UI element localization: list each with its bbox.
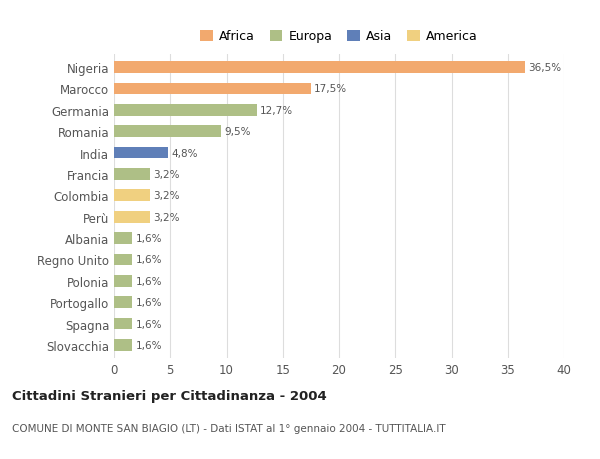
- Text: 12,7%: 12,7%: [260, 106, 293, 116]
- Bar: [114, 339, 132, 351]
- Text: 36,5%: 36,5%: [528, 63, 561, 73]
- Text: 3,2%: 3,2%: [154, 212, 180, 222]
- Text: 1,6%: 1,6%: [136, 340, 162, 350]
- Text: COMUNE DI MONTE SAN BIAGIO (LT) - Dati ISTAT al 1° gennaio 2004 - TUTTITALIA.IT: COMUNE DI MONTE SAN BIAGIO (LT) - Dati I…: [12, 424, 446, 433]
- Bar: [114, 254, 132, 266]
- Text: 17,5%: 17,5%: [314, 84, 347, 94]
- Text: 9,5%: 9,5%: [224, 127, 251, 137]
- Text: Cittadini Stranieri per Cittadinanza - 2004: Cittadini Stranieri per Cittadinanza - 2…: [12, 389, 327, 403]
- Bar: [114, 190, 150, 202]
- Text: 1,6%: 1,6%: [136, 234, 162, 244]
- Bar: [114, 147, 168, 159]
- Bar: [114, 297, 132, 308]
- Text: 4,8%: 4,8%: [172, 148, 198, 158]
- Bar: [114, 211, 150, 223]
- Text: 3,2%: 3,2%: [154, 169, 180, 179]
- Bar: [114, 84, 311, 95]
- Legend: Africa, Europa, Asia, America: Africa, Europa, Asia, America: [197, 28, 481, 46]
- Bar: [114, 105, 257, 117]
- Bar: [114, 168, 150, 180]
- Text: 1,6%: 1,6%: [136, 319, 162, 329]
- Bar: [114, 62, 524, 74]
- Bar: [114, 233, 132, 244]
- Text: 1,6%: 1,6%: [136, 255, 162, 265]
- Text: 1,6%: 1,6%: [136, 297, 162, 308]
- Text: 3,2%: 3,2%: [154, 191, 180, 201]
- Bar: [114, 275, 132, 287]
- Bar: [114, 126, 221, 138]
- Bar: [114, 318, 132, 330]
- Text: 1,6%: 1,6%: [136, 276, 162, 286]
